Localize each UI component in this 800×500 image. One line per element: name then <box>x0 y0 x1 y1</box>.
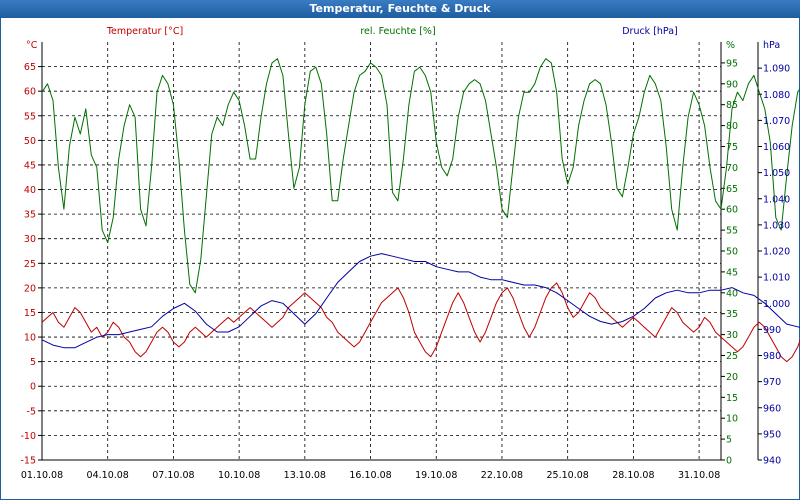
hum-tick-label: 95 <box>726 58 738 69</box>
hum-tick-label: 55 <box>726 226 738 237</box>
temp-series-line <box>41 282 800 363</box>
hum-tick-label: 90 <box>726 79 738 90</box>
temp-tick-label: 50 <box>24 136 36 147</box>
press-tick-label: 1.090 <box>763 64 790 75</box>
x-tick-label: 13.10.08 <box>284 470 326 481</box>
temp-axis-header: Temperatur [°C] <box>106 26 183 37</box>
temp-tick-label: 65 <box>24 62 36 73</box>
temp-tick-label: 40 <box>24 185 36 196</box>
press-unit-label: hPa <box>763 40 780 51</box>
hum-tick-label: 80 <box>726 121 738 132</box>
temp-tick-label: 5 <box>30 357 36 368</box>
x-tick-label: 31.10.08 <box>678 470 720 481</box>
x-tick-label: 10.10.08 <box>218 470 260 481</box>
temp-tick-label: -5 <box>27 406 36 417</box>
press-tick-label: 1.070 <box>763 116 790 127</box>
hum-tick-label: 40 <box>726 288 738 299</box>
hum-series-line <box>41 58 800 294</box>
hum-tick-label: 75 <box>726 142 738 153</box>
hum-tick-label: 35 <box>726 309 738 320</box>
x-tick-label: 07.10.08 <box>152 470 194 481</box>
temp-tick-label: 35 <box>24 210 36 221</box>
press-tick-label: 1.000 <box>763 299 790 310</box>
x-tick-label: 16.10.08 <box>349 470 391 481</box>
press-tick-label: 970 <box>763 377 781 388</box>
hum-tick-label: 20 <box>726 372 738 383</box>
press-tick-label: 960 <box>763 403 781 414</box>
hum-tick-label: 15 <box>726 393 738 404</box>
x-tick-label: 28.10.08 <box>612 470 654 481</box>
temp-tick-label: 10 <box>24 333 36 344</box>
temp-tick-label: 15 <box>24 308 36 319</box>
temp-tick-label: 30 <box>24 234 36 245</box>
press-tick-label: 1.040 <box>763 194 790 205</box>
x-tick-label: 01.10.08 <box>21 470 63 481</box>
press-tick-label: 1.080 <box>763 90 790 101</box>
hum-tick-label: 25 <box>726 351 738 362</box>
hum-tick-label: 45 <box>726 267 738 278</box>
press-tick-label: 1.030 <box>763 220 790 231</box>
temp-tick-label: 0 <box>30 382 36 393</box>
hum-tick-label: 70 <box>726 163 738 174</box>
axes <box>38 42 762 461</box>
temp-tick-label: -15 <box>20 456 36 467</box>
press-tick-label: 1.010 <box>763 273 790 284</box>
press-axis-header: Druck [hPa] <box>622 26 678 37</box>
hum-tick-label: 30 <box>726 330 738 341</box>
temp-unit-label: °C <box>26 40 38 51</box>
series-group <box>41 58 800 363</box>
temp-tick-label: 45 <box>24 160 36 171</box>
temp-tick-label: 20 <box>24 283 36 294</box>
press-tick-label: 980 <box>763 351 781 362</box>
temp-tick-label: -10 <box>20 431 36 442</box>
press-series-line <box>41 253 800 349</box>
temp-tick-label: 25 <box>24 259 36 270</box>
press-tick-label: 1.060 <box>763 142 790 153</box>
title-bar <box>0 0 800 18</box>
press-tick-label: 990 <box>763 325 781 336</box>
x-tick-label: 04.10.08 <box>87 470 129 481</box>
x-tick-label: 22.10.08 <box>481 470 523 481</box>
press-tick-label: 1.050 <box>763 168 790 179</box>
labels-group: 01.10.08 04.10.08 07.10.08 10.10.08 13.10.08… <box>20 26 790 481</box>
hum-tick-label: 5 <box>726 435 732 446</box>
temp-tick-label: 60 <box>24 87 36 98</box>
hum-tick-label: 50 <box>726 247 738 258</box>
hum-tick-label: 0 <box>726 456 732 467</box>
hum-axis-header: rel. Feuchte [%] <box>360 26 435 37</box>
x-tick-label: 19.10.08 <box>415 470 457 481</box>
press-tick-label: 950 <box>763 429 781 440</box>
temp-tick-label: 55 <box>24 111 36 122</box>
hum-tick-label: 60 <box>726 205 738 216</box>
hum-tick-label: 85 <box>726 100 738 111</box>
hum-unit-label: % <box>726 40 735 51</box>
hum-tick-label: 10 <box>726 414 738 425</box>
press-tick-label: 1.020 <box>763 247 790 258</box>
hum-tick-label: 65 <box>726 184 738 195</box>
chart-title: Temperatur, Feuchte & Druck <box>309 2 491 15</box>
press-tick-label: 940 <box>763 456 781 467</box>
grid <box>42 42 721 461</box>
x-tick-label: 25.10.08 <box>547 470 589 481</box>
